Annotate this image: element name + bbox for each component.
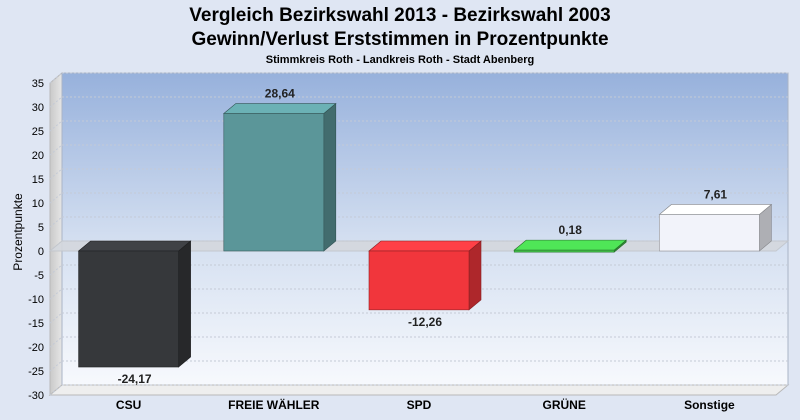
bar-side: [178, 240, 191, 368]
x-tick-label: CSU: [116, 398, 141, 412]
bar: [659, 214, 760, 252]
y-tick-label: -30: [28, 390, 44, 402]
chart-subtitle: Stimmkreis Roth - Landkreis Roth - Stadt…: [266, 54, 535, 66]
data-label: -12,26: [408, 315, 442, 329]
bar-top: [658, 204, 773, 215]
gridline-side: [49, 384, 63, 396]
y-tick-label: 0: [38, 246, 44, 258]
bar-top: [77, 240, 192, 252]
bar-top: [368, 240, 482, 252]
x-tick-label: FREIE WÄHLER: [228, 397, 320, 412]
y-tick-label: 30: [32, 102, 44, 114]
y-tick-label: -5: [34, 270, 44, 282]
gridline-side: [49, 336, 63, 348]
bar: [223, 113, 325, 252]
bar: [513, 249, 615, 253]
x-tick-label: SPD: [407, 398, 432, 412]
bar: [368, 250, 470, 311]
y-tick-label: 20: [32, 150, 44, 162]
bar-top: [222, 103, 337, 114]
gridline-side: [49, 168, 63, 180]
gridline-side: [49, 264, 63, 276]
gridline-side: [49, 192, 63, 204]
y-tick-label: 10: [32, 198, 44, 210]
gridline-side: [49, 120, 63, 132]
y-tick-label: 25: [32, 126, 44, 138]
bar-side: [323, 102, 337, 252]
chart-title-line2: Gewinn/Verlust Erststimmen in Prozentpun…: [191, 29, 608, 50]
floor: [48, 384, 790, 396]
gridline-side: [49, 144, 63, 156]
gridline-side: [49, 360, 63, 372]
bar-side: [468, 240, 482, 311]
data-label: 28,64: [265, 87, 295, 101]
y-tick-label: -20: [28, 342, 44, 354]
data-label: 7,61: [704, 187, 728, 201]
side-wall: [49, 71, 63, 397]
gridline-side: [49, 288, 63, 300]
gridline-side: [49, 96, 63, 108]
gridline-side: [49, 216, 63, 228]
x-tick-label: Sonstige: [684, 398, 735, 412]
y-tick-label: 35: [32, 78, 44, 90]
gridline-side: [49, 72, 63, 84]
data-label: -24,17: [118, 372, 152, 386]
y-tick-label: 15: [32, 174, 44, 186]
bar: [78, 250, 179, 368]
chart-title-line1: Vergleich Bezirkswahl 2013 - Bezirkswahl…: [189, 5, 610, 26]
x-tick-label: GRÜNE: [543, 397, 586, 412]
bar-top: [513, 239, 628, 251]
y-tick-label: -10: [28, 294, 44, 306]
y-tick-label: -25: [28, 366, 44, 378]
y-tick-label: -15: [28, 318, 44, 330]
gridline-side: [49, 312, 63, 324]
y-tick-label: 5: [38, 222, 44, 234]
data-label: 0,18: [559, 223, 583, 237]
y-axis-title: Prozentpunkte: [11, 193, 25, 271]
